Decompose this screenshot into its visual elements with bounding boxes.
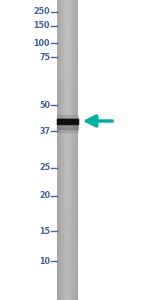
Bar (57, 118, 78, 129)
Bar (57, 115, 78, 132)
Bar (57, 119, 78, 124)
Text: 250: 250 (33, 8, 50, 16)
Text: 20: 20 (39, 191, 50, 200)
Text: 150: 150 (33, 22, 50, 31)
Text: 50: 50 (39, 100, 50, 109)
Text: 75: 75 (39, 52, 50, 62)
Text: 37: 37 (39, 127, 50, 136)
Text: 10: 10 (39, 256, 50, 266)
Text: 100: 100 (33, 38, 50, 47)
Text: 15: 15 (39, 226, 50, 236)
Text: 25: 25 (39, 164, 50, 172)
